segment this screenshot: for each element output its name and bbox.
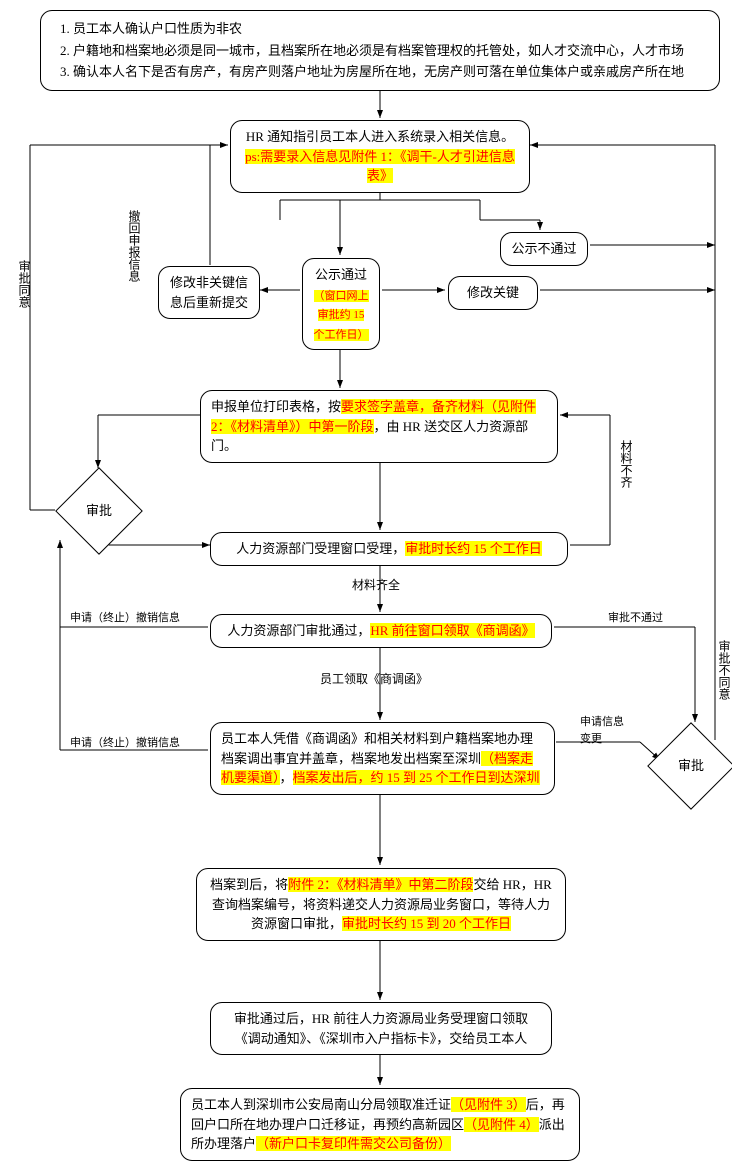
hr-notify-line1: HR 通知指引员工本人进入系统录入相关信息。 — [241, 127, 519, 147]
mod-nonkey-box: 修改非关键信息后重新提交 — [158, 266, 260, 319]
label-mat-full: 材料齐全 — [352, 576, 400, 594]
precond-2: 户籍地和档案地必须是同一城市，且档案所在地必须是有档案管理权的托管处，如人才交流… — [73, 41, 709, 61]
arch-arrive-hl1: 附件 2：《材料清单》中第二阶段 — [288, 877, 473, 892]
mod-key-box: 修改关键 — [448, 276, 538, 310]
hr-pass-hl: HR 前往窗口领取《商调函》 — [370, 623, 534, 638]
label-info-change: 申请信息变更 — [580, 714, 630, 747]
mod-key-label: 修改关键 — [467, 285, 519, 300]
hr-accept-hl: 审批时长约 15 个工作日 — [405, 541, 542, 556]
pub-fail-box: 公示不通过 — [500, 232, 588, 266]
arch-arrive-hl2: 审批时长约 15 到 20 个工作日 — [342, 916, 511, 931]
label-approve-disagree: 审批不同意 — [718, 640, 730, 700]
label-mat-short: 材料不齐 — [620, 440, 632, 488]
precond-1: 员工本人确认户口性质为非农 — [73, 19, 709, 39]
hr-pass-box: 人力资源部门审批通过，HR 前往窗口领取《商调函》 — [210, 614, 552, 648]
label-approve-agree: 审批同意 — [18, 260, 30, 308]
hr-notify-ps: ps:需要录入信息见附件 1：《调干-人才引进信息表》 — [245, 149, 515, 184]
approval-diamond-left: 审批 — [55, 467, 143, 555]
emp-file-hl2: 档案发出后，约 15 到 25 个工作日到达深圳 — [293, 770, 540, 785]
approval-right-label: 审批 — [661, 736, 721, 796]
label-fail-approve: 审批不通过 — [608, 610, 663, 627]
label-withdraw: 撤回申报信息 — [128, 210, 140, 282]
pub-fail-label: 公示不通过 — [511, 241, 576, 256]
hr-accept-box: 人力资源部门受理窗口受理，审批时长约 15 个工作日 — [210, 532, 568, 566]
preconditions-box: 员工本人确认户口性质为非农 户籍地和档案地必须是同一城市，且档案所在地必须是有档… — [40, 10, 720, 91]
final-hl1: （见附件 3） — [451, 1097, 526, 1112]
emp-file-box: 员工本人凭借《商调函》和相关材料到户籍档案地办理档案调出事宜并盖章，档案地发出档… — [210, 722, 555, 795]
decl-print-box: 申报单位打印表格，按要求签字盖章，备齐材料（见附件 2：《材料清单》）中第一阶段… — [200, 390, 558, 463]
approval-diamond-right: 审批 — [647, 722, 732, 810]
emp-file-mid: ， — [280, 770, 293, 785]
arch-arrive-pre: 档案到后，将 — [210, 877, 288, 892]
mod-nonkey-label: 修改非关键信息后重新提交 — [170, 275, 248, 310]
label-emp-get: 员工领取《商调函》 — [320, 670, 428, 688]
pub-pass-title: 公示通过 — [313, 265, 369, 285]
label-cancel-1: 申请（终止）撤销信息 — [70, 610, 180, 627]
final-t1: 员工本人到深圳市公安局南山分局领取准迁证 — [191, 1097, 451, 1112]
preconditions-list: 员工本人确认户口性质为非农 户籍地和档案地必须是同一城市，且档案所在地必须是有档… — [51, 19, 709, 82]
arch-arrive-box: 档案到后，将附件 2：《材料清单》中第二阶段交给 HR，HR 查询档案编号，将资… — [196, 868, 566, 941]
decl-print-pre: 申报单位打印表格，按 — [211, 399, 341, 414]
hr-accept-pre: 人力资源部门受理窗口受理， — [236, 541, 405, 556]
final-hl3: （新户口卡复印件需交公司备份） — [256, 1136, 451, 1151]
pub-pass-note: （窗口网上审批约 15 个工作日） — [314, 290, 369, 341]
hr-notify-box: HR 通知指引员工本人进入系统录入相关信息。 ps:需要录入信息见附件 1：《调… — [230, 120, 530, 193]
label-cancel-2: 申请（终止）撤销信息 — [70, 735, 180, 752]
pub-pass-box: 公示通过 （窗口网上审批约 15 个工作日） — [302, 258, 380, 350]
approval-left-label: 审批 — [69, 481, 129, 541]
final-box: 员工本人到深圳市公安局南山分局领取准迁证（见附件 3）后，再回户口所在地办理户口… — [180, 1088, 580, 1161]
final-hl2: （见附件 4） — [464, 1117, 539, 1132]
precond-3: 确认本人名下是否有房产，有房产则落户地址为房屋所在地，无房产则可落在单位集体户或… — [73, 62, 709, 82]
get-notice-box: 审批通过后，HR 前往人力资源局业务受理窗口领取《调动通知》、《深圳市入户指标卡… — [210, 1002, 552, 1055]
get-notice-text: 审批通过后，HR 前往人力资源局业务受理窗口领取《调动通知》、《深圳市入户指标卡… — [234, 1011, 528, 1046]
hr-pass-pre: 人力资源部门审批通过， — [227, 623, 370, 638]
